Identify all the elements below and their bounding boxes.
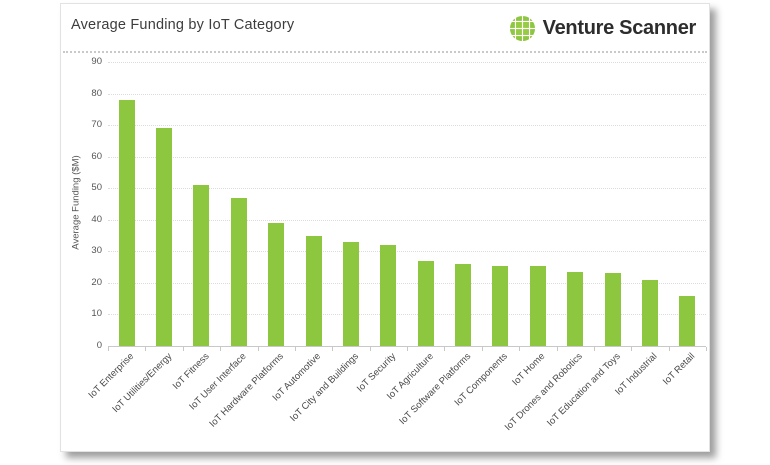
x-tick-mark bbox=[294, 347, 296, 351]
x-tick-mark bbox=[556, 347, 558, 351]
x-tick-mark bbox=[407, 347, 408, 351]
gridline-90 bbox=[108, 62, 706, 63]
x-category-label: IoT Home bbox=[510, 351, 548, 389]
bar-iot-drones-and-robotics bbox=[567, 271, 584, 346]
header-separator bbox=[63, 51, 707, 53]
x-tick-mark bbox=[220, 347, 222, 351]
bar-iot-software-platforms bbox=[455, 263, 472, 346]
bar-iot-security bbox=[380, 245, 397, 346]
bar-iot-automotive bbox=[305, 235, 322, 346]
bar-iot-enterprise bbox=[118, 99, 135, 346]
gridline-20 bbox=[108, 282, 706, 284]
gridline-80 bbox=[108, 93, 706, 95]
bar-iot-hardware-platforms bbox=[268, 222, 285, 346]
y-tick-label-80: 80 bbox=[91, 87, 102, 99]
report-card: Average Funding by IoT Category bbox=[60, 3, 710, 452]
x-category-label: IoT Education and Toys bbox=[544, 351, 623, 429]
x-tick-mark bbox=[257, 347, 259, 351]
x-category-label: IoT Retail bbox=[660, 351, 698, 388]
gridline-70 bbox=[108, 125, 706, 127]
bar-iot-user-interface bbox=[230, 197, 247, 346]
bar-chart: Average Funding ($M) 0 10 20 30 40 50 60 70 80 90… bbox=[61, 4, 711, 453]
y-tick-label-0: 0 bbox=[96, 340, 102, 351]
bar-iot-home bbox=[529, 265, 546, 346]
y-tick-label-50: 50 bbox=[91, 182, 102, 194]
brand-name: Venture Scanner bbox=[542, 16, 697, 39]
bar-iot-components bbox=[492, 265, 509, 346]
y-tick-label-60: 60 bbox=[91, 150, 102, 162]
bar-iot-education-and-toys bbox=[604, 273, 621, 346]
x-tick-mark bbox=[145, 347, 147, 351]
x-tick-mark bbox=[481, 347, 483, 351]
bar-iot-agriculture bbox=[417, 260, 434, 346]
x-tick-mark bbox=[369, 347, 371, 351]
globe-grid-icon bbox=[509, 15, 535, 41]
gridline-50 bbox=[108, 188, 706, 190]
x-category-label: IoT City and Buildings bbox=[287, 351, 361, 425]
bar-iot-city-and-buildings bbox=[342, 241, 359, 346]
bar-iot-industrial bbox=[641, 279, 658, 346]
x-tick-mark bbox=[519, 347, 521, 351]
x-tick-mark bbox=[108, 347, 109, 351]
y-tick-label-10: 10 bbox=[91, 308, 102, 320]
x-tick-mark bbox=[706, 347, 707, 351]
gridline-30 bbox=[108, 251, 706, 253]
x-tick-mark bbox=[668, 347, 670, 351]
x-tick-mark bbox=[182, 347, 184, 351]
chart-title: Average Funding by IoT Category bbox=[71, 17, 295, 33]
x-category-label: IoT Software Platforms bbox=[396, 351, 473, 427]
x-tick-mark bbox=[631, 347, 633, 351]
gridline-40 bbox=[108, 219, 706, 221]
x-tick-mark bbox=[444, 347, 446, 351]
y-tick-label-90: 90 bbox=[91, 56, 102, 67]
gridline-10 bbox=[108, 314, 706, 316]
y-tick-label-20: 20 bbox=[91, 276, 102, 288]
brand-logo: Venture Scanner bbox=[509, 10, 696, 46]
y-tick-label-70: 70 bbox=[91, 119, 102, 131]
bar-iot-fitness bbox=[193, 185, 210, 346]
bar-iot-retail bbox=[679, 295, 696, 346]
x-tick-mark bbox=[593, 347, 595, 351]
x-axis-line bbox=[108, 346, 706, 347]
bar-iot-utilities-energy bbox=[156, 128, 173, 346]
card-header: Average Funding by IoT Category bbox=[61, 4, 709, 51]
gridline-60 bbox=[108, 156, 706, 158]
y-tick-label-30: 30 bbox=[91, 245, 102, 257]
x-tick-mark bbox=[332, 347, 334, 351]
y-tick-label-40: 40 bbox=[91, 213, 102, 225]
